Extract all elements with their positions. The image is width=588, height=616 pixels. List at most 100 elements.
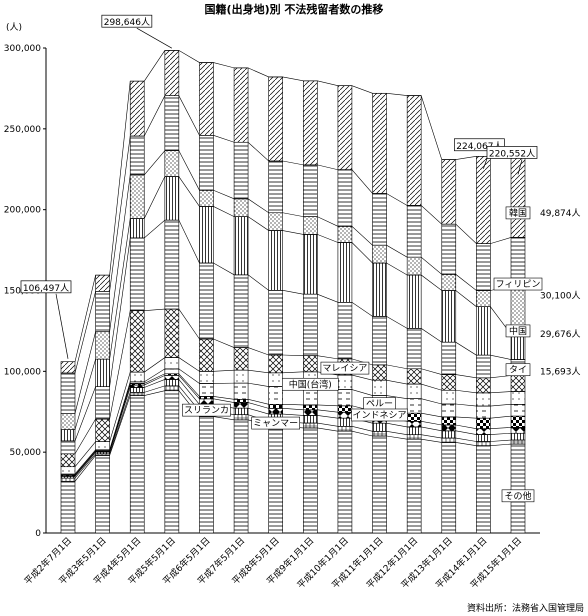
bar-segment	[95, 274, 110, 292]
bar-segment	[164, 95, 180, 151]
bar-segment	[476, 306, 491, 356]
annotation-box	[101, 14, 153, 28]
plot-area: 050,000100,000150,000200,000250,000300,0…	[4, 14, 581, 591]
bar-segment	[510, 439, 526, 445]
inline-label: 中国(台湾)	[289, 378, 332, 390]
annotation-label: 220,552人	[489, 148, 535, 159]
y-tick-label: 50,000	[10, 448, 42, 458]
bar-segment	[337, 425, 353, 432]
bar-segment	[441, 290, 457, 343]
bar-segment	[406, 398, 422, 414]
bar-segment	[164, 308, 180, 358]
series-boundary-line	[74, 379, 525, 477]
bar-segment	[95, 418, 110, 442]
bar-segment	[95, 386, 110, 420]
bar-segment	[199, 206, 214, 264]
y-tick-label: 250,000	[4, 125, 41, 135]
inline-label: ペルー	[366, 400, 393, 410]
right-value-label: 30,100人	[540, 290, 581, 301]
bar-segment	[406, 205, 422, 258]
bar-segment	[303, 216, 318, 235]
bar-segment	[95, 331, 110, 360]
series-boundary-line	[74, 176, 525, 430]
inline-label: 韓国	[509, 208, 527, 219]
bar-segment	[406, 95, 422, 206]
bar-segment	[233, 399, 249, 403]
bar-segment	[510, 156, 526, 238]
bar-segment	[337, 417, 353, 427]
inline-label-box	[320, 361, 370, 375]
bar-segment	[95, 455, 110, 534]
bar-segment	[164, 357, 180, 370]
series-boundary-line	[74, 95, 525, 374]
bar-segment	[60, 372, 76, 414]
bar-segment	[406, 434, 422, 440]
inline-label: タイ	[509, 365, 527, 376]
bar-segment	[129, 392, 145, 396]
bar-segment	[268, 290, 283, 356]
bar-segment	[372, 422, 387, 432]
bar-segment	[268, 212, 283, 231]
bar-segment	[164, 219, 180, 310]
bar-segment	[476, 377, 491, 394]
series-boundary-line	[74, 219, 525, 441]
inline-label-box	[505, 206, 531, 220]
bar-segment	[164, 385, 180, 392]
bar-segment	[337, 85, 353, 171]
bar-segment	[199, 371, 214, 384]
inline-label-box	[505, 363, 531, 377]
bar-segment	[233, 407, 249, 415]
bar-segment	[337, 411, 353, 419]
bar-segment	[406, 438, 422, 534]
series-boundary-line	[74, 390, 525, 482]
inline-label: その他	[504, 490, 531, 502]
bar-segment	[476, 405, 491, 419]
bar-segment	[199, 398, 214, 405]
bar-segment	[476, 290, 491, 307]
bar-segment	[129, 395, 145, 534]
bar-segment	[510, 391, 526, 405]
bar-segment	[303, 409, 318, 416]
bar-segment	[441, 430, 457, 439]
bar-segment	[129, 80, 145, 137]
inline-label-box	[505, 324, 531, 338]
bar-segment	[199, 416, 214, 534]
bar-segment	[476, 445, 491, 534]
right-value-label: 49,874人	[540, 208, 581, 219]
bar-segment	[60, 477, 76, 482]
bar-segment	[441, 437, 457, 443]
bar-segment	[337, 169, 353, 227]
right-value-label: 15,693人	[540, 366, 581, 377]
bar-segment	[60, 466, 76, 475]
bar-segment	[233, 216, 249, 276]
bar-segment	[233, 419, 249, 534]
bar-segment	[129, 218, 145, 239]
bar-segment	[441, 403, 457, 418]
series-boundary-line	[74, 50, 525, 362]
bar-segment	[476, 417, 491, 430]
inline-label: フィリピン	[496, 279, 541, 290]
bar-segment	[303, 415, 318, 424]
bar-segment	[164, 150, 180, 177]
bar-segment	[129, 371, 145, 383]
bar-segment	[129, 387, 145, 393]
bar-segment	[441, 159, 457, 225]
annotation-label: 224,067人	[456, 141, 502, 152]
bar-segment	[441, 223, 457, 275]
bar-segment	[372, 431, 387, 437]
bar-segment	[372, 364, 387, 381]
bar-segment	[406, 412, 422, 422]
inline-label: 中国	[509, 325, 527, 337]
annotation-arrow	[55, 293, 69, 359]
bar-segment	[233, 369, 249, 384]
bar-segment	[510, 404, 526, 417]
bar-segment	[476, 243, 491, 291]
bar-segment	[268, 386, 283, 405]
series-boundary-line	[74, 150, 525, 414]
bar-segment	[406, 256, 422, 276]
bar-segment	[372, 92, 387, 194]
bar-segment	[60, 453, 76, 468]
bar-segment	[60, 413, 76, 430]
bar-segment	[60, 429, 76, 442]
